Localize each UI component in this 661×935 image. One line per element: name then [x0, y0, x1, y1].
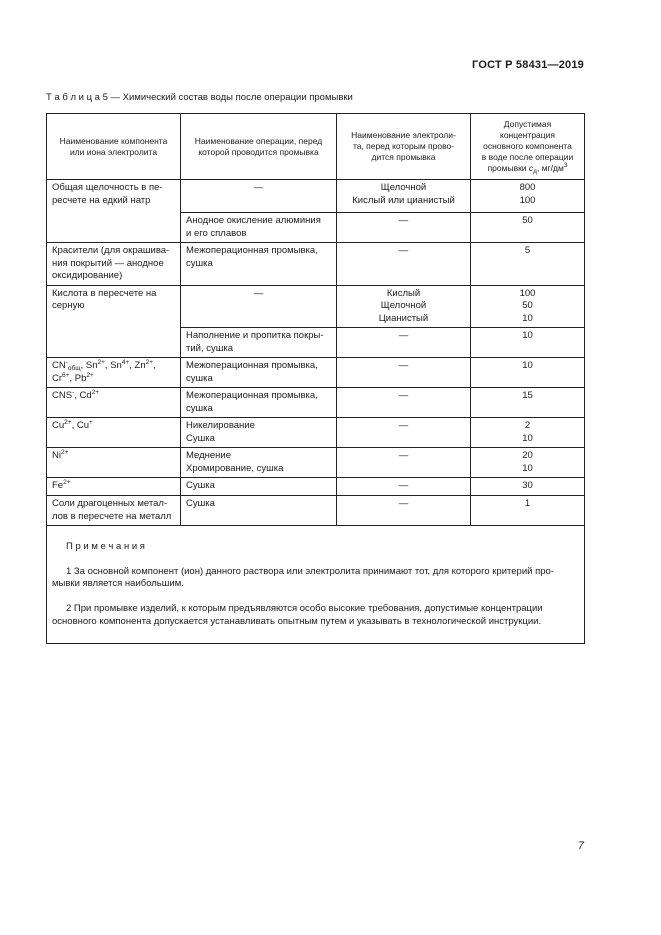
- header-cell-component: Наименование компонента или иона электрол…: [46, 113, 181, 180]
- electrolyte-cell: —: [336, 495, 471, 526]
- notes-cell: П р и м е ч а н и я 1 За основной компон…: [46, 525, 585, 644]
- operation-cell: Никелирование Сушка: [180, 417, 337, 448]
- component-cell: Красители (для окрашива-ния покрытий — а…: [46, 242, 181, 286]
- component-cell: CN-общ, Sn2+, Sn4+, Zn2+, Cr6+, Pb2+: [46, 357, 181, 388]
- electrolyte-cell: —: [336, 447, 471, 478]
- concentration-cell: 30: [470, 477, 585, 496]
- table-caption: Т а б л и ц а 5 — Химический состав воды…: [46, 92, 353, 103]
- concentration-cell: 1: [470, 495, 585, 526]
- concentration-cell: 2 10: [470, 417, 585, 448]
- electrolyte-cell: Щелочной Кислый или цианистый: [336, 179, 471, 213]
- electrolyte-cell: —: [336, 357, 471, 388]
- electrolyte-cell: —: [336, 242, 471, 286]
- operation-cell: Меднение Хромирование, сушка: [180, 447, 337, 478]
- doc-code: ГОСТ Р 58431—2019: [472, 59, 584, 71]
- concentration-cell: 5: [470, 242, 585, 286]
- table-row: Общая щелочность в пе-ресчете на едкий н…: [46, 179, 585, 243]
- component-cell: CNS-, Cd2+: [46, 387, 181, 418]
- table-row: Ni2+ Меднение Хромирование, сушка — 20 10: [46, 447, 585, 478]
- table-row: Cu2+, Cu+ Никелирование Сушка — 2 10: [46, 417, 585, 448]
- operation-cell: Сушка: [180, 477, 337, 496]
- electrolyte-cell: —: [336, 387, 471, 418]
- header-cell-electrolyte: Наименование электроли-та, перед которым…: [336, 113, 471, 180]
- operation-cell: Анодное окисление алюминия и его сплавов: [180, 212, 337, 243]
- concentration-cell: 20 10: [470, 447, 585, 478]
- note-item: 2 При промывке изделий, к которым предъя…: [52, 603, 543, 627]
- component-cell: Общая щелочность в пе-ресчете на едкий н…: [46, 179, 181, 243]
- table-row: CN-общ, Sn2+, Sn4+, Zn2+, Cr6+, Pb2+ Межо…: [46, 357, 585, 388]
- table-row: Fe2+ Сушка — 30: [46, 477, 585, 496]
- electrolyte-cell: Кислый Щелочной Цианистый: [336, 284, 471, 328]
- component-cell: Ni2+: [46, 447, 181, 478]
- electrolyte-cell: —: [336, 477, 471, 496]
- table-row: Анодное окисление алюминия и его сплавов …: [47, 212, 585, 243]
- operation-cell: Межоперационная промывка, сушка: [180, 242, 337, 286]
- concentration-cell: 10: [470, 327, 585, 358]
- concentration-cell: 800 100: [470, 179, 585, 213]
- operation-cell: —: [180, 284, 337, 328]
- page-number: 7: [577, 840, 584, 852]
- component-cell: Cu2+, Cu+: [46, 417, 181, 448]
- electrolyte-cell: —: [336, 417, 471, 448]
- concentration-cell: 10: [470, 357, 585, 388]
- component-cell: Кислота в пересчете на серную: [46, 284, 181, 358]
- concentration-cell: 50: [470, 212, 585, 243]
- notes-heading: П р и м е ч а н и я: [66, 540, 145, 552]
- header-cell-operation: Наименование операции, перед которой пров…: [180, 113, 337, 180]
- operation-cell: Наполнение и пропитка покры-тий, сушка: [180, 327, 337, 358]
- operation-cell: Межоперационная промывка, сушка: [180, 387, 337, 418]
- operation-cell: Межоперационная промывка, сушка: [180, 357, 337, 388]
- table-row: Соли драгоценных метал-лов в пересчете н…: [46, 495, 585, 526]
- table-row: Кислота в пересчете на серную — Кислый Щел…: [46, 284, 585, 358]
- electrolyte-cell: —: [336, 212, 471, 243]
- component-cell: Fe2+: [46, 477, 181, 496]
- operation-cell: —: [180, 179, 337, 213]
- concentration-cell: 15: [470, 387, 585, 418]
- operation-cell: Сушка: [180, 495, 337, 526]
- electrolyte-cell: —: [336, 327, 471, 358]
- header-cell-concentration: Допустимая концентрация основного компонен…: [470, 113, 585, 180]
- table-row: CNS-, Cd2+ Межоперационная промывка, сушк…: [46, 387, 585, 418]
- concentration-cell: 100 50 10: [470, 284, 585, 328]
- component-cell: Соли драгоценных метал-лов в пересчете н…: [46, 495, 181, 526]
- water-chemistry-table: Наименование компонента или иона электрол…: [46, 113, 585, 644]
- table-header-row: Наименование компонента или иона электрол…: [46, 113, 585, 180]
- table-row: Красители (для окрашива-ния покрытий — а…: [46, 242, 585, 286]
- table-notes-row: П р и м е ч а н и я 1 За основной компон…: [46, 525, 585, 644]
- note-item: 1 За основной компонент (ион) данного ра…: [52, 565, 554, 590]
